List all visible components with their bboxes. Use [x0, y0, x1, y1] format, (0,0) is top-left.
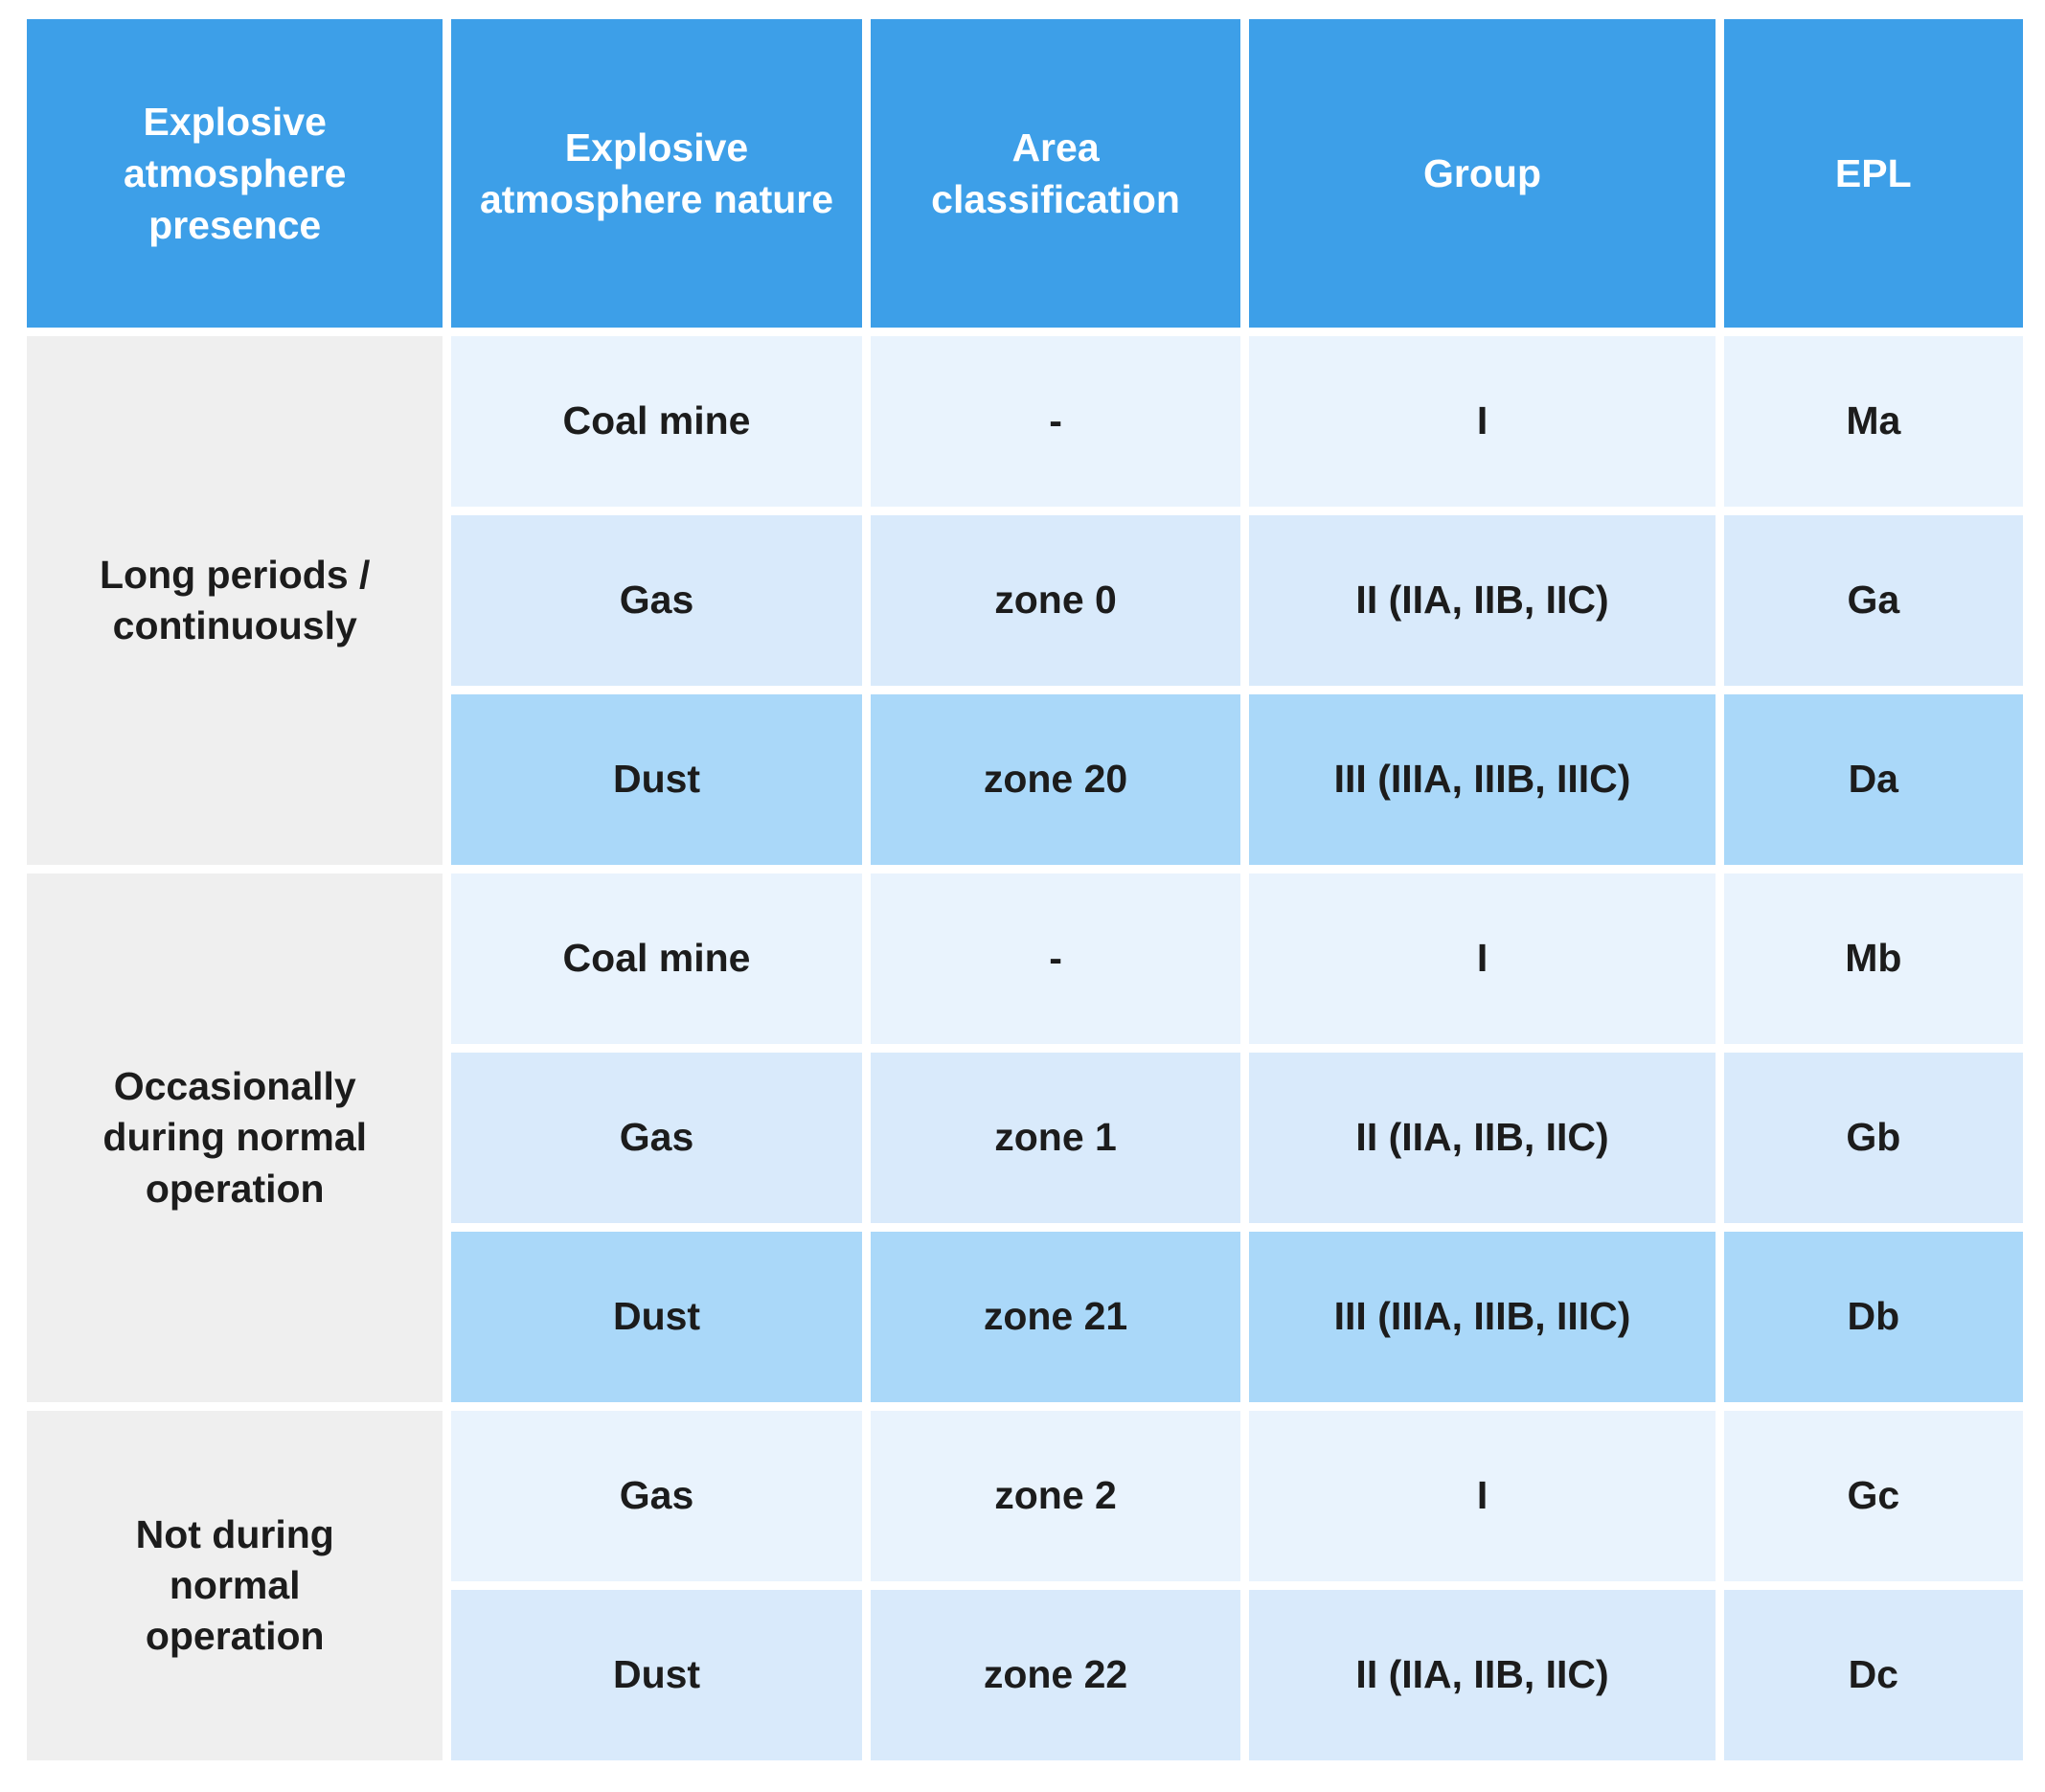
cell-nature: Gas	[451, 1411, 862, 1581]
cell-area-classification: -	[870, 336, 1241, 507]
cell-epl: Da	[1723, 694, 2023, 865]
cell-nature: Gas	[451, 515, 862, 686]
table-row: Gas zone 0 II (IIA, IIB, IIC) Ga	[27, 515, 2023, 686]
cell-epl: Ga	[1723, 515, 2023, 686]
table-row: Dust zone 22 II (IIA, IIB, IIC) Dc	[27, 1590, 2023, 1760]
epl-classification-table: Explosive atmosphere presence Explosive a…	[18, 11, 2032, 1769]
cell-nature: Dust	[451, 1232, 862, 1402]
table-row: Occasionally during normal operation Coal…	[27, 873, 2023, 1402]
cell-nature: Dust	[451, 694, 862, 865]
cell-epl: Gb	[1723, 1053, 2023, 1223]
cell-group: I	[1249, 1411, 1716, 1581]
presence-cell: Not during normal operation	[27, 1411, 443, 1760]
column-header-0: Explosive atmosphere presence	[27, 19, 443, 328]
cell-nature: Coal mine	[451, 336, 862, 507]
cell-group: I	[1249, 873, 1716, 1044]
cell-epl: Gc	[1723, 1411, 2023, 1581]
cell-area-classification: zone 1	[870, 1053, 1241, 1223]
presence-cell: Long periods / continuously	[27, 336, 443, 865]
table-body: Long periods / continuously Coal mine - I Ma…	[27, 336, 2023, 1760]
presence-cell: Occasionally during normal operation	[27, 873, 443, 1402]
cell-group: II (IIA, IIB, IIC)	[1249, 1053, 1716, 1223]
cell-area-classification: zone 2	[870, 1411, 1241, 1581]
cell-epl: Db	[1723, 1232, 2023, 1402]
cell-group: II (IIA, IIB, IIC)	[1249, 515, 1716, 686]
cell-group: I	[1249, 336, 1716, 507]
cell-epl: Mb	[1723, 873, 2023, 1044]
column-header-4: EPL	[1723, 19, 2023, 328]
cell-group: II (IIA, IIB, IIC)	[1249, 1590, 1716, 1760]
table-row: Gas zone 1 II (IIA, IIB, IIC) Gb	[27, 1053, 2023, 1223]
table-row: Dust zone 20 III (IIIA, IIIB, IIIC) Da	[27, 694, 2023, 865]
cell-area-classification: -	[870, 873, 1241, 1044]
cell-area-classification: zone 22	[870, 1590, 1241, 1760]
cell-epl: Dc	[1723, 1590, 2023, 1760]
column-header-3: Group	[1249, 19, 1716, 328]
cell-area-classification: zone 0	[870, 515, 1241, 686]
table-row: Dust zone 21 III (IIIA, IIIB, IIIC) Db	[27, 1232, 2023, 1402]
column-header-2: Area classification	[870, 19, 1241, 328]
cell-group: III (IIIA, IIIB, IIIC)	[1249, 694, 1716, 865]
cell-area-classification: zone 21	[870, 1232, 1241, 1402]
table-row: Long periods / continuously Coal mine - I Ma	[27, 336, 2023, 865]
column-header-1: Explosive atmosphere nature	[451, 19, 862, 328]
table-row: Not during normal operation Gas zone 2 I Gc	[27, 1411, 2023, 1760]
table-header-row: Explosive atmosphere presence Explosive a…	[27, 19, 2023, 328]
cell-nature: Dust	[451, 1590, 862, 1760]
header-row: Explosive atmosphere presence Explosive a…	[27, 19, 2023, 328]
cell-group: III (IIIA, IIIB, IIIC)	[1249, 1232, 1716, 1402]
cell-nature: Gas	[451, 1053, 862, 1223]
cell-nature: Coal mine	[451, 873, 862, 1044]
cell-epl: Ma	[1723, 336, 2023, 507]
cell-area-classification: zone 20	[870, 694, 1241, 865]
